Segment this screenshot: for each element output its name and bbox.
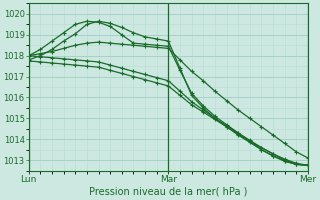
X-axis label: Pression niveau de la mer( hPa ): Pression niveau de la mer( hPa ): [89, 187, 248, 197]
